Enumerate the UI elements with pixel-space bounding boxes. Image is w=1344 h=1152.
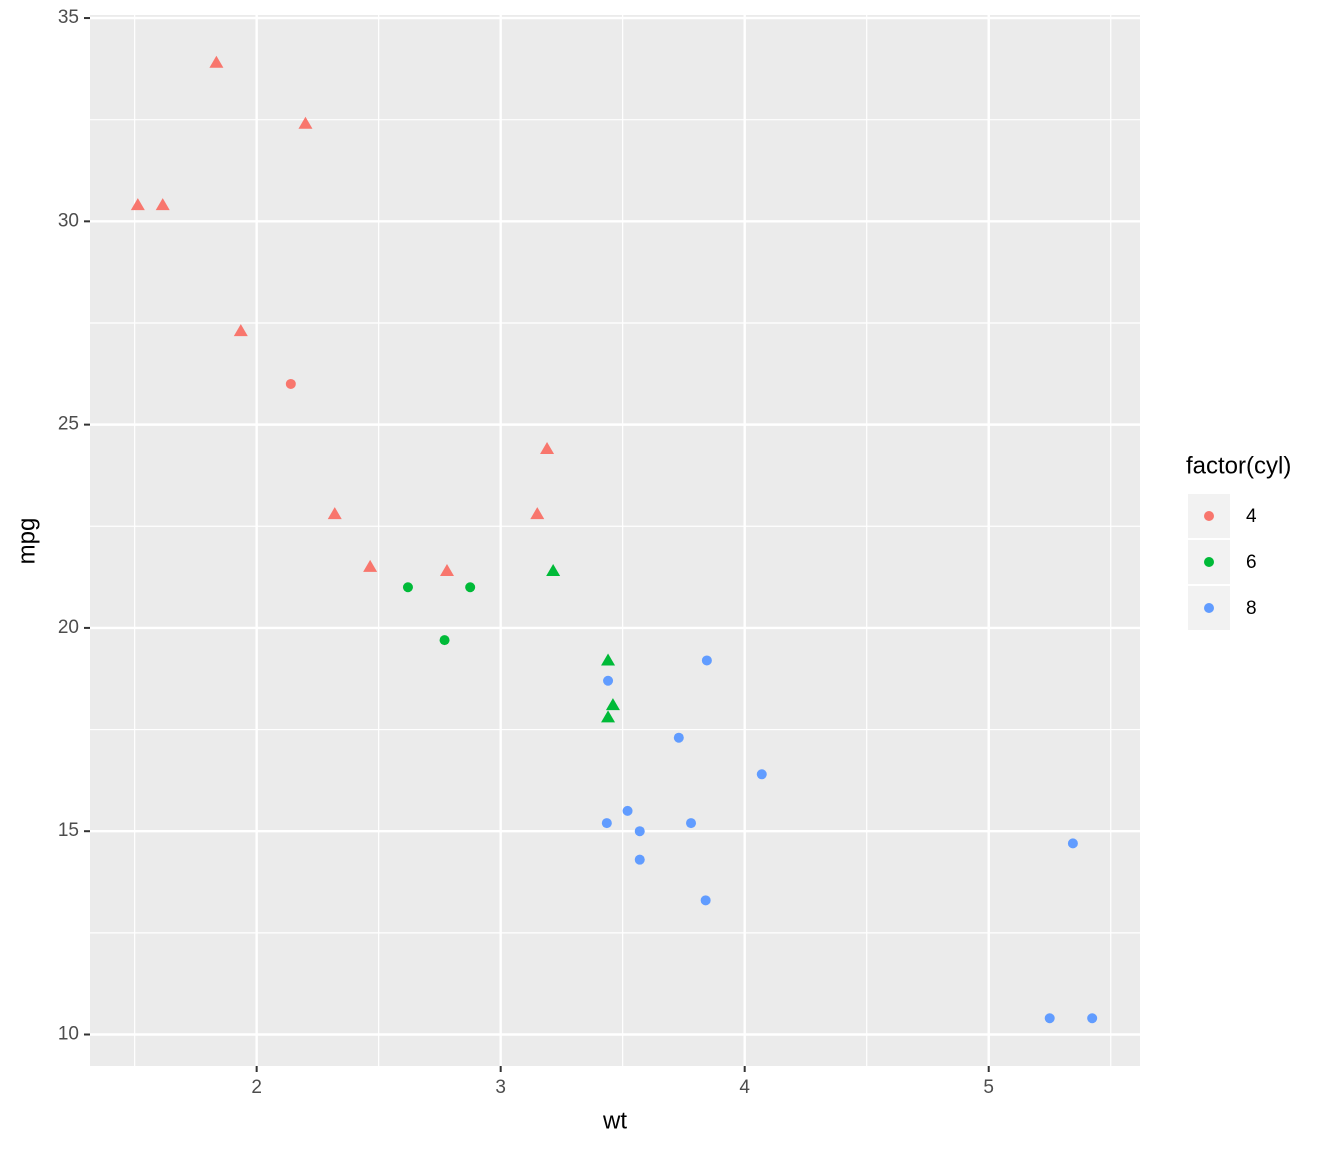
point bbox=[298, 116, 313, 129]
legend-label: 4 bbox=[1246, 506, 1257, 527]
y-tick-label: 25 bbox=[58, 414, 79, 435]
point bbox=[601, 818, 612, 829]
point bbox=[363, 559, 378, 572]
legend-title: factor(cyl) bbox=[1186, 452, 1291, 479]
point bbox=[402, 582, 413, 593]
point bbox=[439, 563, 454, 576]
point bbox=[233, 324, 248, 337]
point bbox=[673, 732, 684, 743]
point bbox=[601, 653, 616, 666]
point bbox=[605, 698, 620, 711]
point bbox=[634, 854, 645, 865]
point bbox=[603, 675, 614, 686]
x-tick-label: 4 bbox=[739, 1077, 750, 1098]
point bbox=[700, 895, 711, 906]
y-tick-label: 30 bbox=[58, 210, 79, 231]
point bbox=[439, 635, 450, 646]
point bbox=[155, 198, 170, 211]
point bbox=[701, 655, 712, 666]
point bbox=[1067, 838, 1078, 849]
point bbox=[327, 507, 342, 520]
point bbox=[285, 378, 296, 389]
legend-marker bbox=[1204, 603, 1214, 613]
point bbox=[634, 826, 645, 837]
y-tick-label: 35 bbox=[58, 7, 79, 28]
point bbox=[756, 769, 767, 780]
point bbox=[209, 55, 224, 68]
point bbox=[686, 818, 697, 829]
y-axis-title: mpg bbox=[13, 518, 40, 565]
legend-label: 6 bbox=[1246, 552, 1257, 573]
y-tick-label: 10 bbox=[58, 1024, 79, 1045]
point bbox=[1044, 1013, 1055, 1024]
point bbox=[601, 710, 616, 723]
legend-marker bbox=[1204, 511, 1214, 521]
point bbox=[130, 198, 145, 211]
panel bbox=[90, 15, 1140, 1066]
legend-label: 8 bbox=[1246, 598, 1257, 619]
x-tick-label: 5 bbox=[983, 1077, 994, 1098]
y-tick-label: 15 bbox=[58, 820, 79, 841]
point bbox=[1087, 1013, 1098, 1024]
point bbox=[530, 507, 545, 520]
x-tick-label: 2 bbox=[251, 1077, 262, 1098]
point bbox=[465, 582, 476, 593]
point bbox=[622, 805, 633, 816]
point bbox=[540, 442, 555, 455]
legend-marker bbox=[1204, 557, 1214, 567]
point bbox=[546, 563, 561, 576]
x-axis-title: wt bbox=[602, 1107, 627, 1134]
y-tick-label: 20 bbox=[58, 617, 79, 638]
x-tick-label: 3 bbox=[495, 1077, 506, 1098]
